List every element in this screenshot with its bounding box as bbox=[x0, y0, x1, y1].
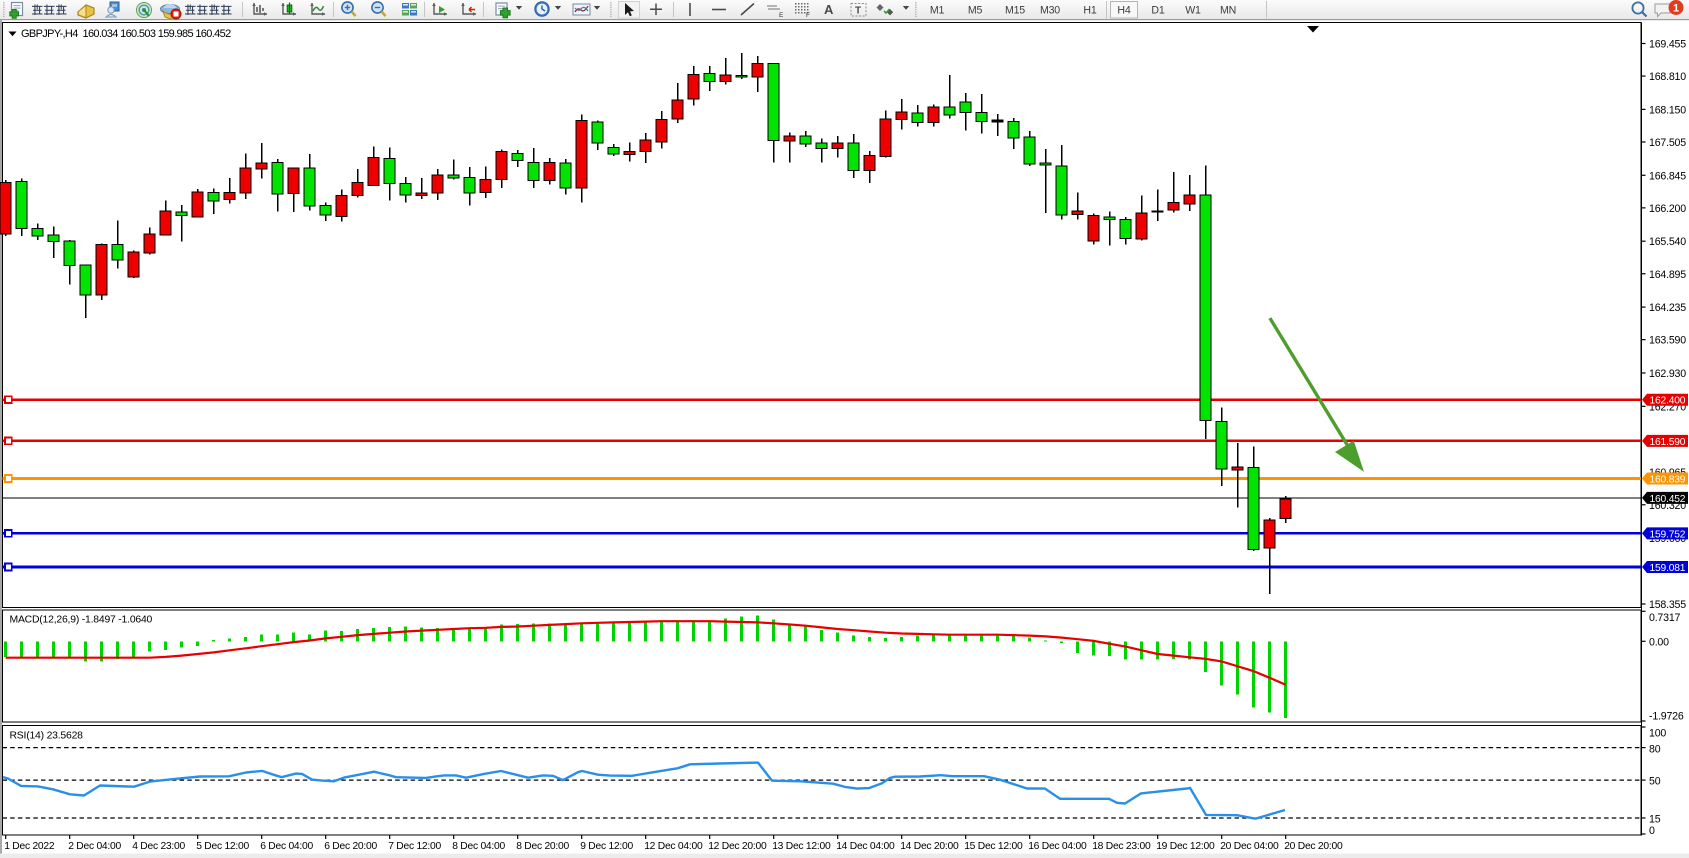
svg-text:8 Dec 20:00: 8 Dec 20:00 bbox=[516, 841, 569, 852]
svg-text:F: F bbox=[806, 12, 810, 19]
svg-text:164.235: 164.235 bbox=[1649, 302, 1686, 314]
svg-text:20 Dec 20:00: 20 Dec 20:00 bbox=[1284, 841, 1343, 852]
svg-text:14 Dec 20:00: 14 Dec 20:00 bbox=[900, 841, 959, 852]
svg-text:168.150: 168.150 bbox=[1649, 104, 1686, 116]
svg-text:165.540: 165.540 bbox=[1649, 236, 1686, 248]
svg-text:0: 0 bbox=[1649, 825, 1655, 837]
svg-text:166.845: 166.845 bbox=[1649, 170, 1686, 182]
svg-text:13 Dec 12:00: 13 Dec 12:00 bbox=[772, 841, 831, 852]
svg-text:163.590: 163.590 bbox=[1649, 335, 1686, 347]
svg-text:1 Dec 2022: 1 Dec 2022 bbox=[4, 841, 55, 852]
svg-text:0.00: 0.00 bbox=[1649, 637, 1669, 649]
svg-text:162.400: 162.400 bbox=[1650, 396, 1686, 407]
svg-text:RSI(14) 23.5628: RSI(14) 23.5628 bbox=[10, 731, 84, 742]
svg-text:169.455: 169.455 bbox=[1649, 39, 1686, 51]
svg-text:15: 15 bbox=[1649, 813, 1661, 825]
svg-text:M5: M5 bbox=[968, 5, 983, 17]
svg-text:18 Dec 23:00: 18 Dec 23:00 bbox=[1092, 841, 1151, 852]
svg-text:W1: W1 bbox=[1185, 5, 1201, 17]
svg-text:E: E bbox=[779, 12, 784, 19]
svg-text:T: T bbox=[855, 6, 861, 17]
svg-text:8 Dec 04:00: 8 Dec 04:00 bbox=[452, 841, 505, 852]
svg-text:7 Dec 12:00: 7 Dec 12:00 bbox=[388, 841, 441, 852]
svg-text:H1: H1 bbox=[1083, 5, 1096, 17]
svg-text:9 Dec 12:00: 9 Dec 12:00 bbox=[580, 841, 633, 852]
svg-text:M1: M1 bbox=[930, 5, 945, 17]
svg-text:H4: H4 bbox=[1117, 5, 1130, 17]
svg-text:160.839: 160.839 bbox=[1650, 475, 1686, 486]
svg-text:MACD(12,26,9) -1.8497 -1.0640: MACD(12,26,9) -1.8497 -1.0640 bbox=[10, 615, 153, 626]
svg-text:15 Dec 12:00: 15 Dec 12:00 bbox=[964, 841, 1023, 852]
svg-text:6 Dec 04:00: 6 Dec 04:00 bbox=[260, 841, 313, 852]
svg-text:M30: M30 bbox=[1040, 5, 1060, 17]
svg-text:50: 50 bbox=[1649, 776, 1661, 788]
svg-text:MN: MN bbox=[1220, 5, 1236, 17]
svg-text:159.752: 159.752 bbox=[1650, 529, 1686, 540]
svg-text:162.930: 162.930 bbox=[1649, 368, 1686, 380]
svg-text:14 Dec 04:00: 14 Dec 04:00 bbox=[836, 841, 895, 852]
svg-text:159.081: 159.081 bbox=[1650, 563, 1686, 574]
svg-text:19 Dec 12:00: 19 Dec 12:00 bbox=[1156, 841, 1215, 852]
svg-text:1: 1 bbox=[1673, 3, 1679, 15]
svg-text:D1: D1 bbox=[1151, 5, 1164, 17]
svg-text:6 Dec 20:00: 6 Dec 20:00 bbox=[324, 841, 377, 852]
svg-text:16 Dec 04:00: 16 Dec 04:00 bbox=[1028, 841, 1087, 852]
svg-text:12 Dec 04:00: 12 Dec 04:00 bbox=[644, 841, 703, 852]
svg-text:167.505: 167.505 bbox=[1649, 137, 1686, 149]
svg-text:20 Dec 04:00: 20 Dec 04:00 bbox=[1220, 841, 1279, 852]
svg-text:168.810: 168.810 bbox=[1649, 71, 1686, 83]
svg-text:158.355: 158.355 bbox=[1649, 599, 1686, 611]
svg-text:160.452: 160.452 bbox=[1650, 494, 1686, 505]
svg-text:-1.9726: -1.9726 bbox=[1649, 711, 1684, 723]
svg-text:2 Dec 04:00: 2 Dec 04:00 bbox=[68, 841, 121, 852]
svg-text:161.590: 161.590 bbox=[1650, 437, 1686, 448]
svg-text:12 Dec 20:00: 12 Dec 20:00 bbox=[708, 841, 767, 852]
svg-text:M15: M15 bbox=[1005, 5, 1025, 17]
svg-text:0.7317: 0.7317 bbox=[1649, 612, 1681, 624]
svg-text:166.200: 166.200 bbox=[1649, 203, 1686, 215]
svg-text:4 Dec 23:00: 4 Dec 23:00 bbox=[132, 841, 185, 852]
svg-text:5 Dec 12:00: 5 Dec 12:00 bbox=[196, 841, 249, 852]
svg-text:A: A bbox=[824, 2, 834, 17]
svg-text:80: 80 bbox=[1649, 743, 1661, 755]
svg-text:GBPJPY-,H4 160.034 160.503 15: GBPJPY-,H4 160.034 160.503 159.985 160.4… bbox=[21, 28, 231, 40]
svg-text:164.895: 164.895 bbox=[1649, 269, 1686, 281]
svg-text:100: 100 bbox=[1649, 728, 1666, 740]
